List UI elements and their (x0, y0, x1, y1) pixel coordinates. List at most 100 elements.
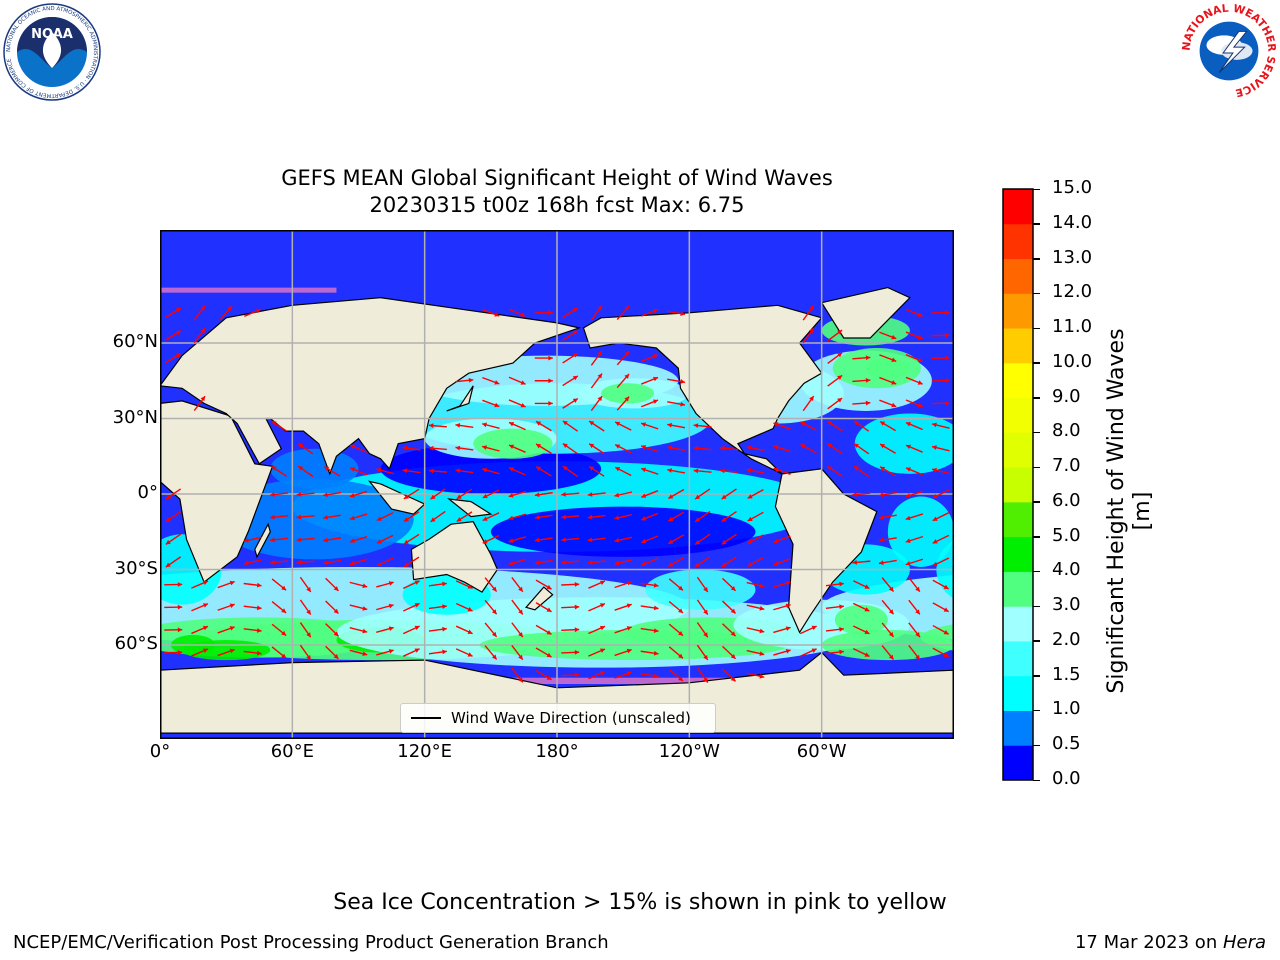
colorbar-segment (1003, 536, 1033, 572)
wave-direction-arrow (430, 488, 446, 500)
wave-direction-arrow (535, 443, 552, 454)
wave-direction-arrow (616, 396, 630, 411)
wave-direction-arrow (827, 465, 843, 477)
colorbar-segment (1003, 189, 1033, 225)
wave-direction-arrow (562, 442, 579, 455)
wave-direction-arrow (773, 626, 791, 634)
producer-credit: NCEP/EMC/Verification Post Processing Pr… (13, 932, 609, 953)
wave-direction-arrow (455, 648, 473, 657)
colorbar-tick-label: 9.0 (1052, 385, 1081, 407)
wave-direction-arrow (879, 399, 897, 408)
wave-direction-arrow (403, 488, 420, 500)
wave-direction-arrow (746, 468, 765, 474)
x-tick-label: 120°W (658, 741, 720, 762)
wave-direction-arrow (455, 468, 474, 474)
x-tick-label: 60°E (270, 741, 314, 762)
wave-direction-arrow (164, 604, 183, 610)
wave-direction-arrow (349, 513, 368, 521)
wave-direction-arrow (164, 650, 183, 655)
wave-direction-arrow (590, 350, 603, 366)
colorbar-tick-label: 15.0 (1052, 177, 1093, 198)
wave-direction-arrow (932, 579, 949, 590)
wave-direction-arrow (878, 559, 897, 566)
map-legend: Wind Wave Direction (unscaled) (400, 703, 716, 733)
wave-direction-arrow (191, 603, 209, 612)
wave-direction-arrow (562, 330, 579, 341)
wave-direction-arrow (561, 514, 580, 520)
wave-direction-arrow (588, 648, 606, 657)
wave-direction-arrow (534, 401, 553, 406)
wave-direction-arrow (243, 650, 262, 656)
colorbar-tick-mark (1033, 431, 1040, 434)
wave-direction-arrow (852, 378, 871, 383)
wave-direction-arrow (402, 580, 420, 589)
wave-direction-arrow (508, 399, 526, 408)
wave-direction-arrow (641, 557, 659, 566)
wave-direction-arrow (852, 580, 870, 590)
colorbar-segment (1003, 675, 1033, 711)
wave-direction-arrow (932, 557, 950, 567)
wave-direction-arrow (614, 559, 633, 566)
wave-direction-arrow (931, 378, 950, 384)
wave-direction-arrow (747, 511, 764, 522)
wave-direction-arrow (403, 533, 420, 545)
wave-direction-arrow (508, 421, 526, 431)
wave-direction-arrow (323, 537, 342, 543)
colorbar-tick-mark (1033, 744, 1040, 747)
land-polygon (160, 400, 274, 584)
wave-direction-arrow (243, 559, 262, 566)
x-tick-label: 180° (535, 741, 579, 762)
wave-direction-arrow (508, 536, 527, 543)
wave-direction-arrow (696, 644, 709, 661)
wave-direction-arrow (243, 582, 262, 588)
wave-direction-arrow (481, 422, 500, 430)
wave-direction-arrow (747, 556, 764, 567)
wave-direction-arrow (534, 491, 553, 498)
sea-ice-band (160, 287, 337, 293)
wave-direction-arrow (720, 445, 739, 451)
wave-direction-arrow (484, 599, 498, 615)
wave-direction-arrow (165, 488, 182, 500)
wave-direction-arrow (641, 399, 659, 408)
wave-direction-arrow (455, 423, 474, 428)
colorbar-segment (1003, 571, 1033, 607)
wave-direction-arrow (562, 465, 579, 478)
colorbar-tick-label: 3.0 (1052, 594, 1081, 616)
wave-direction-arrow (456, 488, 473, 500)
land-polygon (582, 304, 823, 475)
wave-direction-arrow (667, 468, 686, 474)
wave-direction-arrow (640, 605, 659, 611)
colorbar-tick-label: 6.0 (1052, 489, 1081, 511)
wave-direction-arrow (852, 559, 871, 565)
wave-direction-arrow (508, 467, 526, 476)
wave-direction-arrow (561, 537, 580, 543)
wave-direction-arrow (668, 600, 684, 614)
wave-direction-arrow (905, 421, 923, 431)
wave-direction-arrow (165, 352, 182, 364)
wave-direction-arrow (614, 421, 632, 431)
machine-name: Hera (1222, 932, 1266, 953)
wave-direction-arrow (905, 513, 924, 521)
land-polygon (446, 498, 493, 518)
colorbar-tick-mark (1033, 292, 1040, 295)
wave-direction-arrow (588, 580, 606, 589)
wave-direction-arrow (800, 443, 817, 454)
colorbar-tick-mark (1033, 327, 1040, 330)
colorbar-segment (1003, 432, 1033, 468)
wave-direction-arrow (243, 605, 262, 611)
colorbar-tick-mark (1033, 188, 1040, 190)
wave-direction-arrow (773, 558, 791, 566)
colorbar-tick-mark (1033, 223, 1040, 225)
wave-direction-arrow (455, 445, 474, 451)
wave-direction-arrow (349, 581, 368, 589)
wave-direction-arrow (879, 376, 897, 385)
wave-direction-arrow (376, 557, 394, 567)
wave-direction-arrow (932, 512, 950, 522)
colorbar-segment (1003, 467, 1033, 503)
wave-direction-arrow (428, 649, 447, 655)
wave-direction-arrow (430, 510, 446, 523)
wave-direction-arrow (802, 305, 815, 321)
wave-direction-arrow (244, 308, 262, 317)
wave-direction-arrow (720, 468, 739, 474)
y-tick-label: 60°S (114, 633, 158, 654)
